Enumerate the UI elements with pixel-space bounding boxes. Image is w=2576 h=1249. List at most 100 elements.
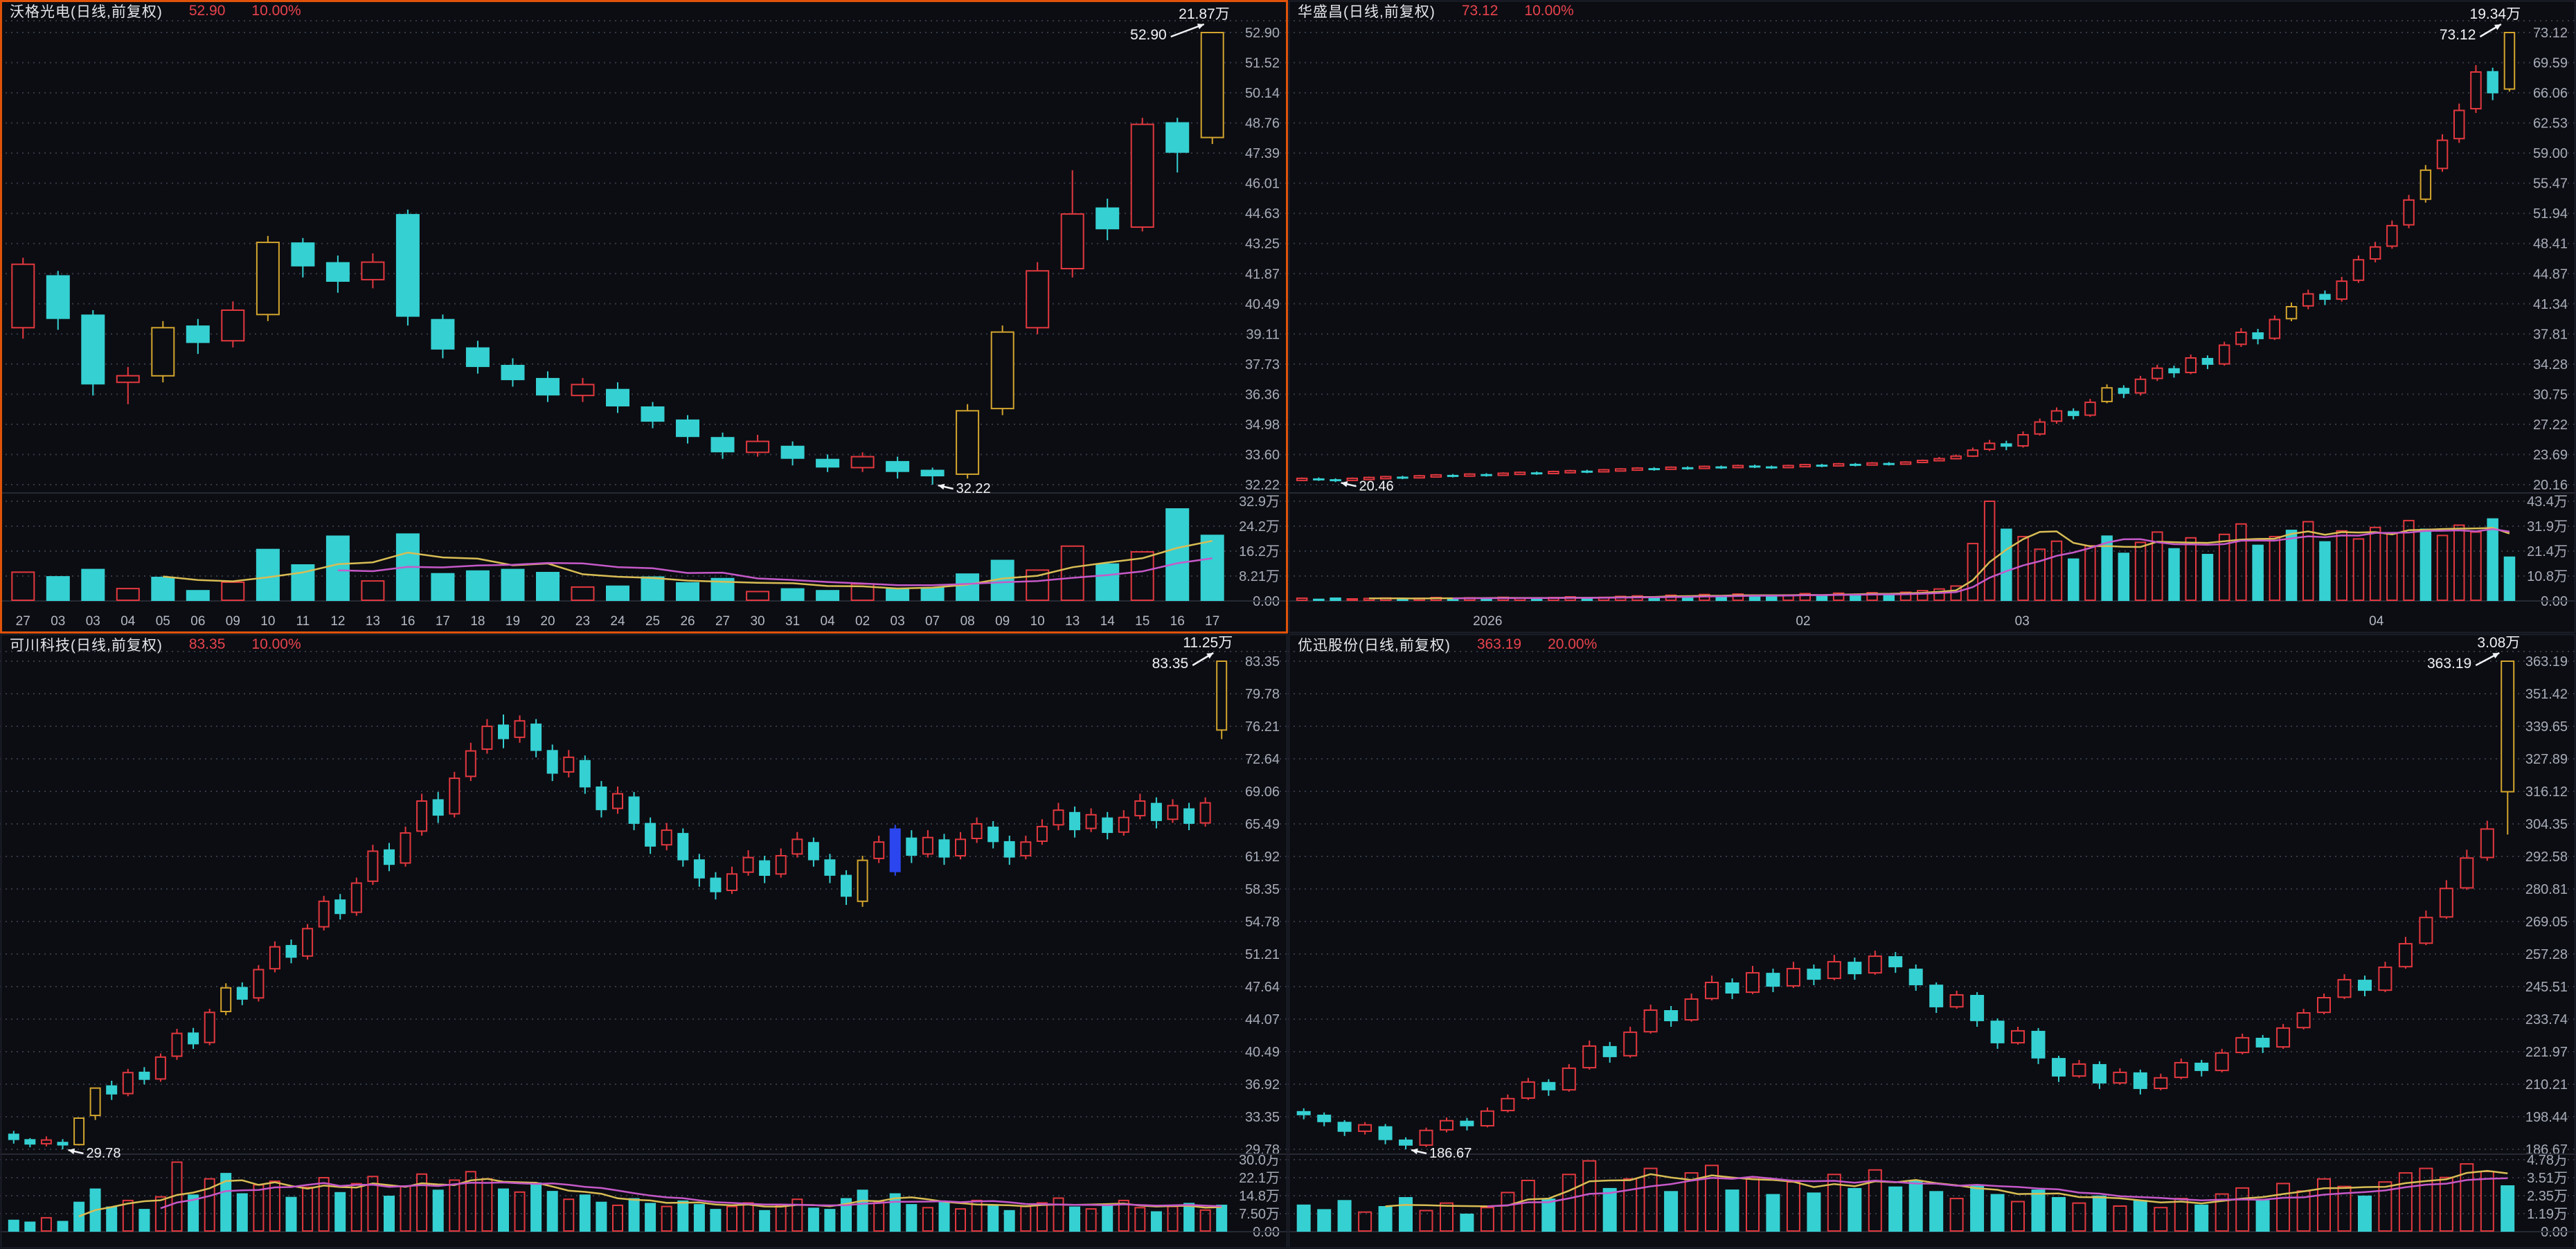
svg-text:44.87: 44.87	[2533, 267, 2568, 282]
svg-text:24: 24	[610, 614, 625, 629]
volume-ma-lines	[1369, 527, 2510, 600]
svg-text:1.19万: 1.19万	[2527, 1207, 2568, 1222]
svg-text:29.78: 29.78	[87, 1146, 121, 1161]
svg-text:03: 03	[86, 614, 100, 629]
svg-text:37.81: 37.81	[2533, 327, 2568, 342]
stock-chart-panel-youxun[interactable]: 优迅股份(日线,前复权) 363.19 20.00% 363.19 351.42 3…	[1288, 634, 2576, 1249]
last-price: 52.90	[188, 3, 226, 19]
svg-text:55.47: 55.47	[2533, 177, 2568, 192]
stock-title: 优迅股份(日线,前复权)	[1298, 638, 1451, 654]
candles	[1296, 661, 2515, 1149]
svg-text:351.42: 351.42	[2525, 687, 2568, 702]
svg-text:69.59: 69.59	[2533, 56, 2568, 71]
svg-text:233.74: 233.74	[2525, 1012, 2568, 1027]
svg-text:30.0万: 30.0万	[1239, 1153, 1280, 1168]
annotations: 21.87万 52.90 32.22	[938, 6, 1230, 496]
panel-border	[1288, 0, 2576, 634]
svg-text:41.87: 41.87	[1245, 267, 1280, 282]
svg-text:304.35: 304.35	[2525, 817, 2568, 832]
svg-text:327.89: 327.89	[2525, 752, 2568, 767]
svg-text:33.35: 33.35	[1245, 1110, 1280, 1125]
candles	[1296, 32, 2516, 483]
svg-text:32.22: 32.22	[956, 481, 991, 496]
annotations: 3.08万 363.19 186.67	[1411, 635, 2520, 1161]
annotations: 11.25万 83.35 29.78	[68, 635, 1233, 1161]
svg-text:03: 03	[51, 614, 65, 629]
candlestick-canvas[interactable]: 363.19 351.42 339.65 327.89 316.12 304.35 292.…	[1288, 634, 2576, 1249]
svg-text:62.53: 62.53	[2533, 116, 2568, 132]
stock-chart-panel-kechuan[interactable]: 可川科技(日线,前复权) 83.35 10.00% 83.35 79.78 76.2…	[0, 634, 1288, 1249]
svg-text:51.94: 51.94	[2533, 206, 2568, 222]
candlestick-canvas[interactable]: 52.90 51.52 50.14 48.76 47.39 46.01 44.63 43.25…	[0, 0, 1288, 634]
svg-text:46.01: 46.01	[1245, 177, 1280, 192]
svg-text:31: 31	[785, 614, 800, 629]
svg-text:292.58: 292.58	[2525, 850, 2568, 865]
chart-header: 优迅股份(日线,前复权) 363.19 20.00%	[1298, 635, 1597, 654]
stock-title: 可川科技(日线,前复权)	[10, 638, 163, 654]
svg-text:221.97: 221.97	[2525, 1045, 2568, 1060]
svg-text:16: 16	[1170, 614, 1185, 629]
svg-text:34.98: 34.98	[1245, 417, 1280, 433]
stock-chart-panel-huashengchang[interactable]: 华盛昌(日线,前复权) 73.12 10.00% 73.12 69.59 66.06…	[1288, 0, 2576, 634]
svg-text:76.21: 76.21	[1245, 719, 1280, 735]
last-price: 363.19	[1476, 636, 1522, 652]
svg-text:20.16: 20.16	[2533, 478, 2568, 493]
svg-text:58.35: 58.35	[1245, 882, 1280, 897]
svg-text:02: 02	[855, 614, 870, 629]
svg-text:269.05: 269.05	[2525, 915, 2568, 930]
svg-text:198.44: 198.44	[2525, 1110, 2568, 1125]
volume-ma-lines	[78, 1178, 1222, 1217]
volume-bars	[11, 508, 1224, 602]
candles	[11, 32, 1224, 485]
svg-text:47.64: 47.64	[1245, 980, 1280, 995]
svg-text:36.36: 36.36	[1245, 387, 1280, 402]
svg-text:34.28: 34.28	[2533, 357, 2568, 372]
chart-header: 可川科技(日线,前复权) 83.35 10.00%	[10, 635, 301, 654]
svg-text:21.87万: 21.87万	[1179, 6, 1230, 22]
svg-text:27.22: 27.22	[2533, 417, 2568, 433]
svg-text:40.49: 40.49	[1245, 297, 1280, 312]
stock-chart-panel-woge[interactable]: 沃格光电(日线,前复权) 52.90 10.00% 52.90 51.52 50.1…	[0, 0, 1288, 634]
svg-text:10: 10	[260, 614, 275, 629]
svg-text:363.19: 363.19	[2525, 654, 2568, 670]
svg-text:03: 03	[891, 614, 905, 629]
svg-text:17: 17	[1205, 614, 1219, 629]
svg-text:44.07: 44.07	[1245, 1012, 1280, 1027]
svg-text:25: 25	[645, 614, 660, 629]
svg-text:186.67: 186.67	[1429, 1146, 1472, 1161]
svg-text:04: 04	[120, 614, 136, 629]
svg-text:12: 12	[330, 614, 345, 629]
svg-text:19.34万: 19.34万	[2470, 6, 2521, 22]
svg-text:59.00: 59.00	[2533, 146, 2568, 161]
svg-text:16: 16	[400, 614, 415, 629]
svg-text:65.49: 65.49	[1245, 817, 1280, 832]
candles	[8, 661, 1228, 1149]
svg-text:06: 06	[190, 614, 205, 629]
svg-text:245.51: 245.51	[2525, 980, 2568, 995]
svg-text:363.19: 363.19	[2427, 656, 2471, 672]
svg-text:61.92: 61.92	[1245, 850, 1280, 865]
last-price: 73.12	[1461, 3, 1499, 19]
candlestick-canvas[interactable]: 73.12 69.59 66.06 62.53 59.00 55.47 51.94 48.41…	[1288, 0, 2576, 634]
svg-text:16.2万: 16.2万	[1239, 544, 1280, 559]
svg-text:54.78: 54.78	[1245, 915, 1280, 930]
svg-text:07: 07	[925, 614, 940, 629]
svg-text:2.35万: 2.35万	[2527, 1189, 2568, 1204]
svg-text:14.8万: 14.8万	[1239, 1189, 1280, 1204]
candlestick-canvas[interactable]: 83.35 79.78 76.21 72.64 69.06 65.49 61.92 58.35…	[0, 634, 1288, 1249]
volume-bars	[8, 1161, 1228, 1232]
svg-text:33.60: 33.60	[1245, 447, 1280, 462]
svg-text:52.90: 52.90	[1245, 26, 1280, 41]
svg-text:20.46: 20.46	[1359, 478, 1394, 494]
volume-ma-lines	[1385, 1169, 2508, 1207]
change-percent: 10.00%	[1524, 3, 1574, 19]
volume-bars	[1296, 501, 2516, 602]
svg-text:10.8万: 10.8万	[2527, 569, 2568, 584]
svg-text:2026: 2026	[1473, 614, 1502, 629]
volume-ma-lines	[163, 539, 1213, 590]
svg-text:13: 13	[366, 614, 380, 629]
svg-text:09: 09	[226, 614, 240, 629]
svg-text:48.41: 48.41	[2533, 237, 2568, 252]
svg-text:7.50万: 7.50万	[1239, 1207, 1280, 1222]
